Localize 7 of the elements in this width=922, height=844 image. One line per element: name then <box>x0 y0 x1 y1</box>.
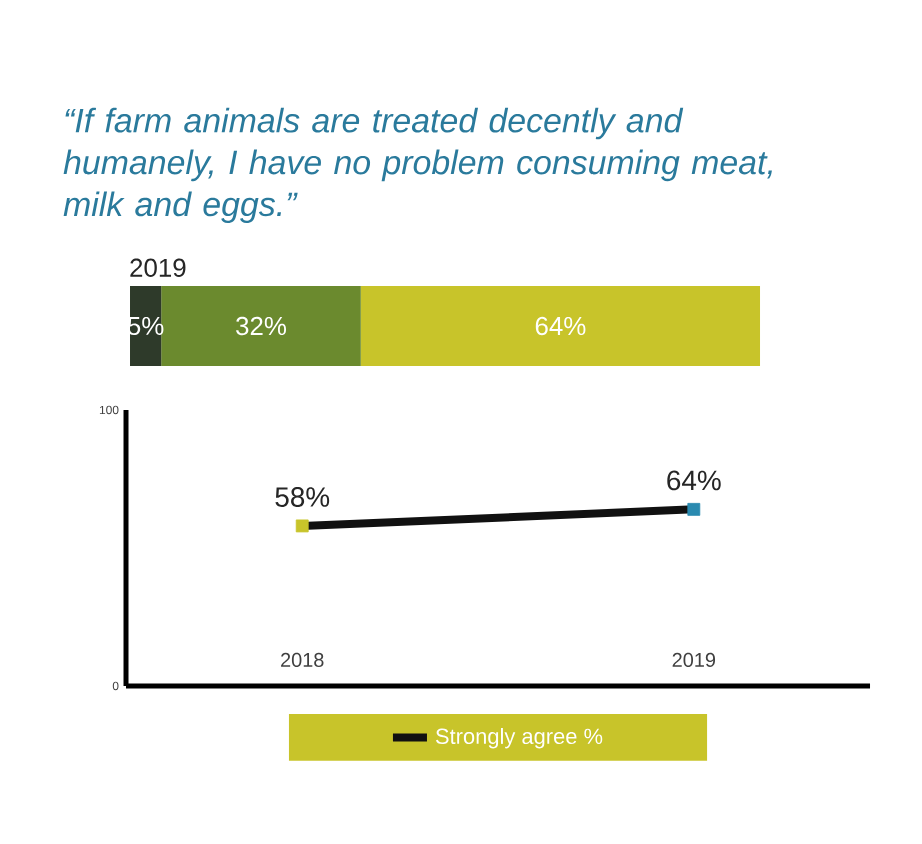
data-label: 64% <box>535 316 586 336</box>
legend-label: Strongly agree % <box>435 727 603 749</box>
x-tick-label: 2018 <box>281 652 324 667</box>
data-label: 58% <box>275 487 330 507</box>
chart-title: “If farm animals are treated decently and humanely, I have no problem consuming meat, milk and eggs.” <box>63 107 772 223</box>
data-label: 32% <box>236 316 287 336</box>
data-label: 64% <box>667 470 721 491</box>
